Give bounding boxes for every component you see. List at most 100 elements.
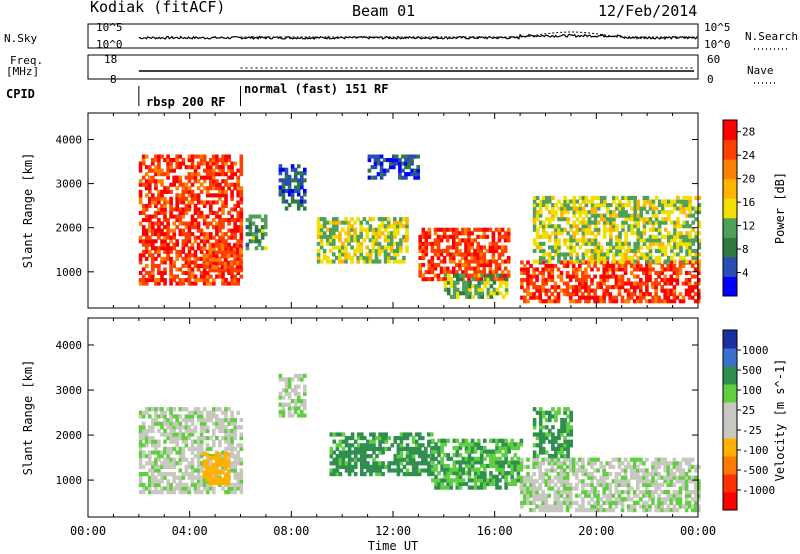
power-cell [474,287,478,292]
power-cell [205,225,210,230]
velocity-cell [470,445,475,451]
power-cell [654,299,658,304]
power-cell [405,245,409,250]
power-cell [477,280,481,285]
velocity-cell [535,497,539,502]
power-cell [593,206,598,211]
power-cell [160,210,164,215]
velocity-cell [224,428,228,433]
velocity-cell [239,432,244,437]
power-cell [396,227,400,232]
power-cell [506,255,511,260]
velocity-cell [411,436,416,441]
velocity-cell [538,428,543,433]
velocity-cell [541,493,545,498]
velocity-cell [513,467,518,472]
velocity-cell [287,395,292,400]
power-cell [550,267,555,272]
velocity-cell [350,464,355,469]
velocity-colorbar-label: Velocity [m s^-1] [773,359,787,482]
power-cell [181,281,186,286]
velocity-cell [532,418,537,423]
velocity-cell [538,432,543,437]
velocity-cell [629,504,634,509]
power-cell [476,241,480,246]
velocity-cell [233,472,237,477]
velocity-cell [566,432,570,437]
velocity-cell [347,454,352,459]
velocity-cell [602,475,606,480]
power-cell [236,281,240,286]
power-cell [281,181,286,186]
power-cell [218,225,222,230]
velocity-cell [590,464,594,469]
power-cell [633,252,637,257]
power-cell [667,203,671,208]
power-cell [670,203,674,208]
power-cell [178,161,183,166]
power-cell [526,267,530,272]
velocity-cell [516,442,521,447]
power-cell [209,193,213,198]
velocity-cell [151,428,155,433]
velocity-cell [455,445,460,451]
power-cell [568,274,573,279]
power-cell [230,274,234,279]
power-cell [332,217,336,222]
velocity-cell [446,481,450,487]
power-cell [278,167,283,172]
power-cell [229,264,234,269]
power-cell [436,234,441,239]
velocity-cell [596,504,600,509]
power-cell [227,210,231,215]
power-cell [557,227,561,232]
velocity-cell [461,438,466,443]
power-cell [670,234,674,239]
power-cell [151,193,155,198]
power-cell [181,246,186,251]
power-cell [148,179,152,184]
velocity-cell [157,472,161,477]
power-cell [581,259,586,264]
power-cell [609,203,613,208]
power-cell [559,260,564,265]
power-cell [236,200,240,205]
power-cell [181,221,186,226]
velocity-cell [590,508,594,513]
velocity-cell [675,479,680,484]
power-cell [239,165,244,170]
power-cell [148,249,152,254]
velocity-cell [172,428,176,433]
velocity-cell [424,461,428,466]
power-cell [486,277,491,282]
power-cell [215,193,219,198]
velocity-cell [479,485,484,490]
power-cell [687,292,692,297]
power-cell [627,248,631,253]
velocity-cell [684,482,689,487]
power-cell [141,274,146,279]
velocity-cell [163,486,167,491]
power-cell [344,255,348,260]
power-cell [154,246,158,251]
power-cell [196,221,201,226]
power-cell [663,281,667,286]
power-cell [421,252,426,257]
power-cell [670,199,674,204]
velocity-cell [175,486,179,491]
power-cell [491,241,496,246]
power-cell [341,220,345,225]
velocity-cell [296,413,301,418]
power-cell [470,241,474,246]
velocity-cell [233,464,237,469]
velocity-cell [221,421,225,426]
velocity-cell [408,461,413,466]
velocity-cell [562,468,567,473]
power-cell [581,195,586,200]
power-cell [467,277,471,282]
power-cell [491,270,496,275]
velocity-cell [620,479,625,484]
power-cell [205,270,210,275]
power-cell [296,178,301,183]
velocity-cell [563,421,567,426]
